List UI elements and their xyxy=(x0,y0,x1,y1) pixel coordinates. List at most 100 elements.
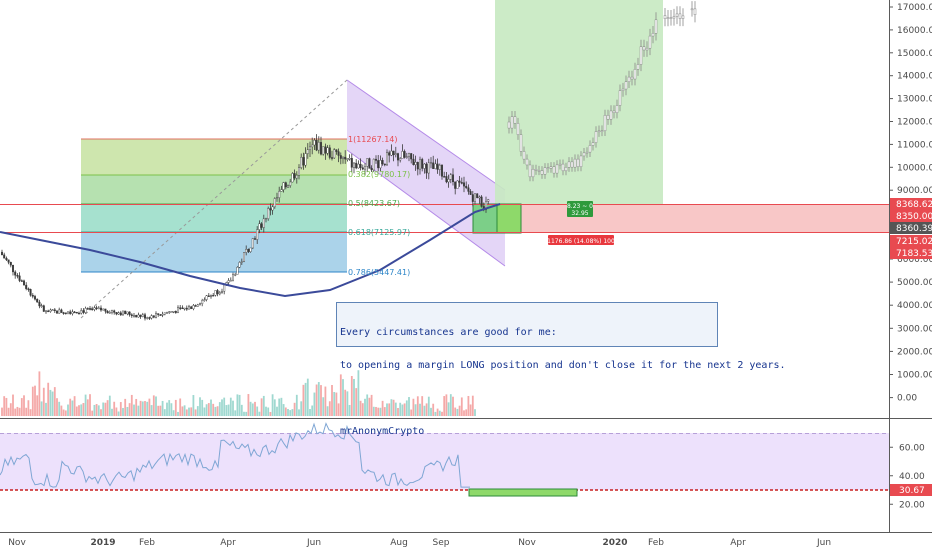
projected-candle-body xyxy=(624,81,628,90)
volume-bar xyxy=(471,395,474,416)
rsi-tick-label: 40.00 xyxy=(899,472,925,482)
volume-bar xyxy=(293,402,296,416)
volume-bar xyxy=(71,400,74,416)
long-target-zone[interactable] xyxy=(495,0,663,204)
volume-bar xyxy=(339,374,342,416)
projected-candle-body xyxy=(510,116,514,129)
candle-body xyxy=(262,218,265,228)
candle-body xyxy=(9,262,12,266)
candle-body xyxy=(317,142,320,151)
candle-body xyxy=(154,313,157,318)
volume-bar xyxy=(196,406,199,416)
volume-bar xyxy=(97,405,100,416)
candle-body xyxy=(284,182,287,188)
candle-body xyxy=(150,315,153,319)
price-label: 8368.62 xyxy=(896,200,932,210)
fib-zone-1 xyxy=(81,139,347,175)
annotation-note[interactable]: Every circumstances are good for me: to … xyxy=(336,302,786,437)
candle-body xyxy=(326,147,329,154)
candle-body xyxy=(64,312,67,314)
long-stop-zone[interactable] xyxy=(495,204,889,232)
projected-candle-body xyxy=(531,168,535,178)
candle-body xyxy=(227,280,230,283)
candle-body xyxy=(311,144,314,148)
candle-body xyxy=(441,164,444,177)
candle-body xyxy=(331,157,334,159)
volume-bar xyxy=(416,396,419,416)
price-tick-label: 4000.00 xyxy=(897,301,932,311)
rsi-marker-box[interactable] xyxy=(468,488,578,497)
candle-body xyxy=(445,176,448,183)
candle-body xyxy=(416,162,419,170)
candle-body xyxy=(361,167,364,170)
volume-bar xyxy=(122,407,124,416)
volume-bar xyxy=(179,398,182,416)
volume-bar xyxy=(188,407,190,416)
candle-body xyxy=(357,163,360,169)
candle-body xyxy=(324,146,327,154)
volume-bar xyxy=(108,395,111,416)
volume-bar xyxy=(414,404,417,416)
candle-body xyxy=(80,310,83,314)
candle-body xyxy=(110,310,113,313)
candle-body xyxy=(399,158,402,161)
volume-bar xyxy=(190,407,193,416)
price-tick-label: 6000.00 xyxy=(897,255,932,265)
candle-body xyxy=(176,307,179,313)
candle-body xyxy=(31,294,34,297)
volume-bar xyxy=(436,408,439,416)
volume-bar xyxy=(170,403,173,416)
volume-bar xyxy=(185,409,188,416)
candle-body xyxy=(102,308,105,311)
long-entry-box-inner xyxy=(496,203,522,234)
volume-bar xyxy=(322,397,325,416)
volume-bar xyxy=(168,400,171,416)
candle-body xyxy=(313,140,316,146)
volume-bar xyxy=(113,401,116,416)
projected-candle-body xyxy=(621,88,625,91)
candle-body xyxy=(231,274,234,281)
volume-bar xyxy=(423,405,426,416)
volume-bar xyxy=(111,408,113,416)
candle-body xyxy=(3,254,6,259)
fib-zones[interactable] xyxy=(80,79,348,319)
time-tick-label: Nov xyxy=(8,538,26,548)
candle-body xyxy=(84,308,87,313)
projected-candle-body xyxy=(558,163,562,166)
candle-body xyxy=(86,308,89,310)
volume-bar xyxy=(201,399,204,416)
candle-body xyxy=(148,317,151,319)
candle-body xyxy=(214,290,217,296)
candle-body xyxy=(185,307,188,310)
volume-bar xyxy=(218,402,221,416)
candle-body xyxy=(62,312,65,314)
price-tick-label: 3000.00 xyxy=(897,324,932,334)
candle-body xyxy=(104,308,107,312)
candle-body xyxy=(23,280,26,286)
candle-body xyxy=(161,313,164,316)
note-line-2: to opening a margin LONG position and do… xyxy=(340,360,786,371)
rsi-label: 30.67 xyxy=(899,486,925,496)
candle-body xyxy=(249,247,252,252)
volume-bar xyxy=(58,401,61,416)
stop-label-box xyxy=(548,235,614,245)
candle-body xyxy=(478,196,481,199)
stop-label: 1176.86 (14.08%) 100 xyxy=(547,238,615,245)
volume-bar xyxy=(311,405,314,416)
candle-body xyxy=(97,307,100,310)
projected-candle-body xyxy=(543,167,547,175)
time-tick-label: 2020 xyxy=(602,538,627,548)
volume-bar xyxy=(425,403,428,416)
volume-bar xyxy=(181,406,184,416)
candle-body xyxy=(247,249,250,252)
price-axis[interactable]: 17000.00 16000.00 15000.00 14000.00 13000.00… xyxy=(889,3,932,510)
time-axis[interactable]: Nov 2019 Feb Apr Jun Aug Sep Nov 2020 Feb Apr Jun xyxy=(8,538,831,548)
volume-bar xyxy=(172,410,175,416)
candle-body xyxy=(291,173,294,183)
candle-body xyxy=(77,312,80,315)
candle-body xyxy=(304,153,307,166)
candle-body xyxy=(203,299,206,301)
candle-body xyxy=(216,290,219,295)
